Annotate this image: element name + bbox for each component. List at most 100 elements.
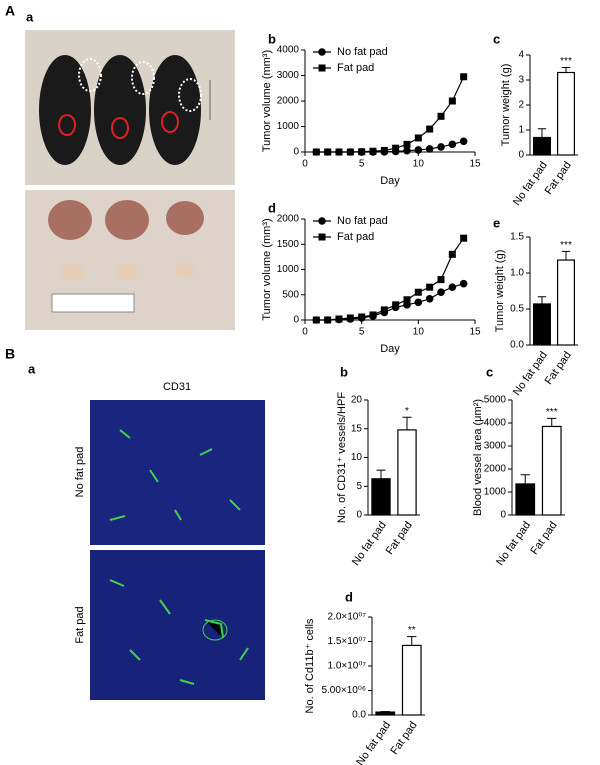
marker — [324, 316, 332, 324]
marker — [437, 112, 445, 120]
panel-label: a — [26, 9, 34, 24]
legend-label: Fat pad — [337, 62, 374, 74]
marker — [414, 146, 423, 154]
legend-marker — [318, 48, 326, 56]
marker — [335, 148, 343, 156]
x-tick-label: 0 — [302, 159, 308, 170]
marker — [448, 97, 456, 105]
marker — [380, 146, 388, 154]
y-tick-label: 5.00×10⁰⁶ — [321, 685, 366, 696]
y-tick-label: 0 — [518, 150, 524, 161]
y-tick-label: 3 — [518, 75, 524, 86]
marker — [425, 294, 434, 303]
x-tick-label: 15 — [469, 327, 481, 338]
section-label: A — [5, 3, 15, 19]
y-tick-label: 0 — [293, 315, 299, 326]
y-tick-label: 0.0 — [352, 710, 366, 721]
marker — [414, 288, 422, 296]
significance: ** — [408, 625, 416, 636]
y-tick-label: 1000 — [277, 121, 300, 132]
row-label: No fat pad — [74, 447, 86, 498]
x-tick-label: No fat pad — [354, 720, 393, 765]
x-tick-label: Fat pad — [388, 720, 419, 757]
micrograph-fat-pad — [90, 550, 265, 700]
y-tick-label: 1500 — [277, 239, 300, 250]
photo-mice — [25, 30, 235, 185]
panel-label: e — [493, 215, 500, 230]
section-label: B — [5, 346, 15, 362]
marker — [346, 148, 354, 156]
y-tick-label: 3000 — [484, 441, 507, 452]
bar — [556, 71, 575, 156]
y-tick-label: 2000 — [484, 464, 507, 475]
x-tick-label: Fat pad — [384, 520, 415, 557]
marker — [312, 316, 320, 324]
marker — [358, 148, 366, 156]
y-tick-label: 0 — [293, 147, 299, 158]
marker — [392, 144, 400, 152]
panel-label: b — [340, 364, 348, 379]
x-tick-label: No fat pad — [511, 160, 550, 208]
marker — [448, 140, 457, 149]
y-tick-label: 2000 — [277, 214, 300, 225]
marker — [460, 234, 468, 242]
y-axis-label: No. of CD31⁺ vessels/HPF — [336, 392, 348, 523]
marker — [346, 314, 354, 322]
y-tick-label: 4000 — [277, 45, 300, 56]
marker — [392, 301, 400, 309]
y-tick-label: 1.0 — [510, 268, 524, 279]
marker — [437, 276, 445, 284]
x-tick-label: 15 — [469, 159, 481, 170]
y-tick-label: 1.5×10⁰⁷ — [328, 636, 367, 647]
y-axis-label: Tumor weight (g) — [494, 250, 506, 333]
legend-label: No fat pad — [337, 46, 388, 58]
y-tick-label: 4 — [518, 50, 524, 61]
panel-label: c — [493, 31, 500, 46]
row-label: Fat pad — [74, 606, 86, 643]
x-tick-label: 5 — [359, 159, 365, 170]
legend-label: No fat pad — [337, 215, 388, 227]
legend-marker — [318, 217, 326, 225]
y-tick-label: 2.0×10⁰⁷ — [328, 612, 367, 623]
significance: *** — [560, 56, 572, 67]
marker — [324, 148, 332, 156]
marker — [358, 313, 366, 321]
marker — [448, 250, 456, 258]
y-axis-label: Blood vessel area (μm²) — [472, 399, 484, 516]
y-tick-label: 0.5 — [510, 304, 524, 315]
marker — [403, 140, 411, 148]
legend-marker — [318, 233, 326, 241]
bar — [397, 429, 417, 516]
x-tick-label: No fat pad — [350, 520, 389, 568]
y-tick-label: 0.0 — [510, 340, 524, 351]
bar — [515, 483, 536, 516]
y-tick-label: 2000 — [277, 96, 300, 107]
y-tick-label: 10 — [351, 452, 363, 463]
x-tick-label: 10 — [413, 327, 425, 338]
marker — [414, 134, 422, 142]
marker — [437, 288, 445, 297]
y-tick-label: 2 — [518, 100, 524, 111]
marker — [437, 143, 445, 151]
y-tick-label: 15 — [351, 423, 363, 434]
legend-label: Fat pad — [337, 231, 374, 243]
y-tick-label: 20 — [351, 395, 363, 406]
y-tick-label: 5 — [356, 481, 362, 492]
y-tick-label: 1.0×10⁰⁷ — [328, 661, 367, 672]
y-tick-label: 500 — [282, 289, 299, 300]
y-tick-label: 1 — [518, 125, 524, 136]
x-tick-label: No fat pad — [494, 520, 533, 568]
y-tick-label: 0 — [500, 510, 506, 521]
marker — [380, 306, 388, 314]
marker — [460, 73, 468, 81]
marker — [369, 147, 377, 155]
stain-label: CD31 — [163, 381, 191, 393]
significance: * — [405, 406, 409, 417]
panel-label: a — [28, 361, 36, 376]
x-tick-label: 0 — [302, 327, 308, 338]
panel-label: b — [268, 31, 276, 46]
x-tick-label: 5 — [359, 327, 365, 338]
photo-tumors — [25, 190, 235, 330]
y-tick-label: 3000 — [277, 70, 300, 81]
